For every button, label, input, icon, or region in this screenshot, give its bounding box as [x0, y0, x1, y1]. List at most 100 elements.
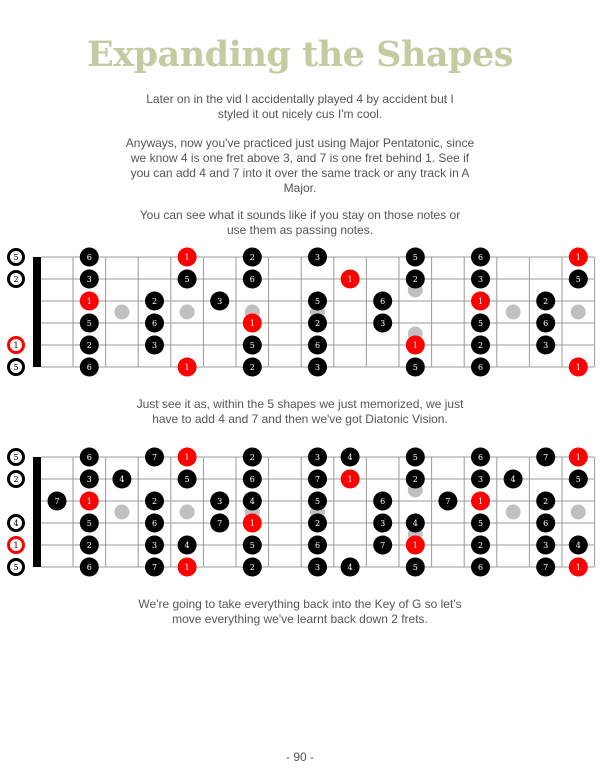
- note-degree-label: 2: [87, 541, 92, 550]
- note-degree-label: 3: [87, 475, 92, 484]
- scale-note-dot: 2: [145, 491, 164, 511]
- open-string-circle: [7, 270, 25, 288]
- note-circle: [177, 557, 197, 577]
- fret-marker-dot: [505, 304, 521, 320]
- note-circle: [242, 269, 262, 289]
- open-string-circle: [7, 470, 25, 488]
- scale-note-dot: 4: [503, 469, 523, 489]
- scale-note-dot: 7: [438, 491, 458, 511]
- note-degree-label: 3: [87, 275, 92, 284]
- note-circle: [177, 535, 197, 555]
- root-note-dot: 1: [405, 335, 425, 355]
- note-degree-label: 1: [87, 297, 92, 306]
- open-string-degree: 5: [13, 563, 18, 572]
- open-string-circle: [7, 336, 25, 354]
- note-degree-label: 1: [185, 453, 190, 462]
- fret-marker-dot: [505, 504, 521, 520]
- note-degree-label: 1: [576, 453, 581, 462]
- note-degree-label: 3: [478, 275, 483, 284]
- note-degree-label: 2: [543, 497, 548, 506]
- note-degree-label: 5: [250, 341, 255, 350]
- scale-note-dot: 2: [536, 491, 556, 511]
- note-degree-label: 5: [576, 275, 581, 284]
- note-circle: [145, 491, 164, 511]
- note-circle: [242, 247, 262, 267]
- note-circle: [405, 335, 425, 355]
- note-degree-label: 6: [87, 453, 92, 462]
- note-circle: [308, 447, 327, 467]
- root-note-dot: 1: [242, 513, 262, 533]
- note-circle: [340, 447, 360, 467]
- note-circle: [373, 491, 393, 511]
- note-degree-label: 2: [413, 275, 418, 284]
- note-degree-label: 6: [250, 475, 255, 484]
- scale-note-dot: 6: [471, 447, 490, 467]
- note-degree-label: 7: [445, 497, 450, 506]
- note-circle: [308, 491, 327, 511]
- note-circle: [79, 535, 99, 555]
- note-degree-label: 2: [543, 297, 548, 306]
- note-circle: [373, 313, 393, 333]
- scale-note-dot: 6: [145, 513, 164, 533]
- scale-note-dot: 2: [242, 557, 262, 577]
- note-degree-label: 7: [380, 541, 385, 550]
- note-degree-label: 5: [185, 275, 190, 284]
- note-circle: [242, 447, 262, 467]
- note-circle: [405, 513, 425, 533]
- scale-note-dot: 3: [145, 535, 164, 555]
- note-degree-label: 6: [250, 275, 255, 284]
- note-circle: [79, 469, 99, 489]
- note-circle: [471, 335, 490, 355]
- note-circle: [242, 313, 262, 333]
- scale-note-dot: 2: [471, 535, 490, 555]
- paragraph-text: We're going to take everything back into…: [138, 597, 462, 626]
- note-circle: [536, 491, 556, 511]
- note-degree-label: 2: [152, 497, 157, 506]
- scale-note-dot: 6: [79, 247, 99, 267]
- note-degree-label: 3: [152, 341, 157, 350]
- note-degree-label: 4: [185, 541, 190, 550]
- note-circle: [308, 513, 327, 533]
- scale-note-dot: 6: [79, 557, 99, 577]
- note-circle: [471, 535, 490, 555]
- note-circle: [308, 291, 327, 311]
- nut: [33, 257, 41, 367]
- paragraph-text: Later on in the vid I accidentally playe…: [146, 92, 454, 121]
- note-circle: [405, 469, 425, 489]
- scale-note-dot: 3: [79, 469, 99, 489]
- note-degree-label: 6: [152, 319, 157, 328]
- note-degree-label: 3: [217, 497, 222, 506]
- note-circle: [536, 447, 556, 467]
- note-circle: [471, 269, 490, 289]
- note-degree-label: 7: [152, 563, 157, 572]
- open-string-degree: 4: [13, 519, 18, 528]
- note-degree-label: 2: [250, 363, 255, 372]
- note-degree-label: 7: [152, 453, 157, 462]
- paragraph-intro: Later on in the vid I accidentally playe…: [130, 92, 470, 122]
- scale-note-dot: 3: [373, 313, 393, 333]
- scale-note-dot: 5: [405, 557, 425, 577]
- note-circle: [405, 357, 425, 377]
- note-degree-label: 3: [315, 453, 320, 462]
- open-string-marker: 5: [7, 448, 25, 466]
- note-degree-label: 6: [152, 519, 157, 528]
- note-degree-label: 7: [54, 497, 59, 506]
- open-string-degree: 5: [13, 363, 18, 372]
- note-circle: [308, 535, 327, 555]
- note-circle: [536, 557, 556, 577]
- scale-note-dot: 5: [242, 335, 262, 355]
- note-degree-label: 6: [87, 563, 92, 572]
- note-degree-label: 1: [185, 363, 190, 372]
- open-string-marker: 1: [7, 536, 25, 554]
- scale-note-dot: 6: [79, 447, 99, 467]
- scale-note-dot: 2: [242, 357, 262, 377]
- open-string-marker: 5: [7, 558, 25, 576]
- note-degree-label: 1: [413, 341, 418, 350]
- note-circle: [373, 291, 393, 311]
- paragraph-text: Just see it as, within the 5 shapes we j…: [136, 397, 464, 426]
- note-circle: [471, 447, 490, 467]
- note-circle: [177, 357, 197, 377]
- scale-note-dot: 6: [373, 491, 393, 511]
- paragraph-passing-notes: You can see what it sounds like if you s…: [130, 208, 470, 238]
- note-circle: [79, 513, 99, 533]
